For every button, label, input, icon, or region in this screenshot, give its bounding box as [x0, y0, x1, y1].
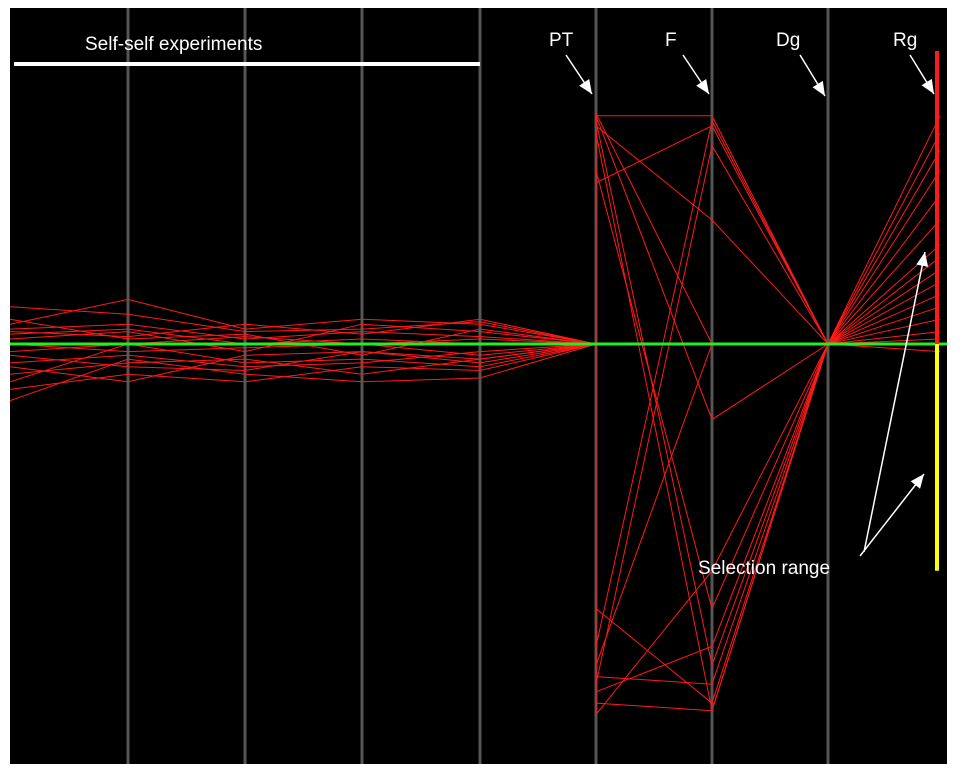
axis-label-f: F — [665, 30, 677, 51]
profile-line-14 — [9, 338, 941, 704]
axis-label-rg: Rg — [893, 30, 917, 51]
selection-range-label: Selection range — [698, 558, 830, 579]
rg-arrow — [909, 54, 935, 95]
axis-label-pt: PT — [549, 30, 574, 51]
f-arrow — [682, 54, 710, 95]
profile-line-2 — [9, 120, 941, 668]
profile-line-1 — [9, 115, 941, 346]
selection-arrow-upper — [863, 251, 929, 553]
axis-label-dg: Dg — [776, 30, 800, 51]
dg-arrow — [799, 54, 826, 97]
profile-line-13 — [9, 144, 941, 685]
profile-line-12 — [9, 331, 941, 716]
profile-line-5 — [9, 170, 941, 611]
self-self-label: Self-self experiments — [85, 34, 262, 55]
axis-lines — [126, 8, 830, 764]
selection-arrow-lower — [859, 473, 925, 557]
annotation-arrows — [565, 54, 935, 557]
profile-line-9 — [9, 119, 941, 647]
pt-arrow — [565, 54, 593, 95]
profile-line-16 — [9, 281, 941, 693]
